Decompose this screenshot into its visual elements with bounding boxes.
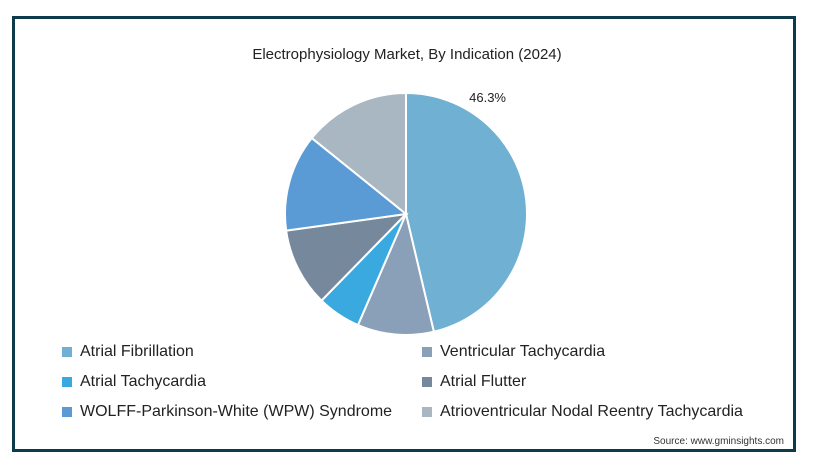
legend-label: Atrial Fibrillation [80,343,194,360]
legend-label: WOLFF-Parkinson-White (WPW) Syndrome [80,403,393,420]
pie-slice-atrial-fibrillation [405,91,528,333]
legend-label: Atrial Flutter [440,373,527,390]
legend-swatch [422,407,432,417]
pie-slice-ventricular-tachycardia [356,210,436,336]
legend-item: Atrial Fibrillation [62,340,422,364]
legend-swatch [422,347,432,357]
legend-label: Ventricular Tachycardia [440,343,606,360]
source-text: Source: www.gminsights.com [653,436,784,447]
pie-slice-atrioventricular-nodal-reentry-tachycardia [310,91,407,217]
legend-swatch [62,377,72,387]
data-label: 46.3% [469,90,506,105]
legend-label: Atrioventricular Nodal Reentry Tachycard… [440,403,743,420]
legend-swatch [62,347,72,357]
legend-swatch [62,407,72,417]
legend-item: WOLFF-Parkinson-White (WPW) Syndrome [62,400,422,424]
legend-item: Atrioventricular Nodal Reentry Tachycard… [422,400,782,424]
chart-title: Electrophysiology Market, By Indication … [252,46,562,63]
legend-label: Atrial Tachycardia [80,373,206,390]
legend-swatch [422,377,432,387]
legend-item: Atrial Flutter [422,370,782,394]
legend: Atrial Fibrillation Ventricular Tachycard… [62,340,782,424]
legend-item: Atrial Tachycardia [62,370,422,394]
pie-slice-atrial-flutter [285,212,409,303]
legend-item: Ventricular Tachycardia [422,340,782,364]
pie-slice-wolff-parkinson-white-wpw-syndrome [284,136,409,232]
